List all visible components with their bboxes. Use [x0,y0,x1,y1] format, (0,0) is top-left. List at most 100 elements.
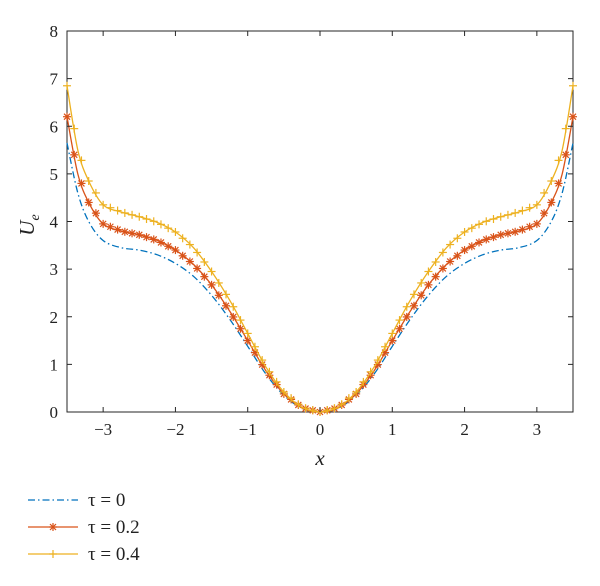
series-marker [496,230,505,239]
series-marker [243,336,252,345]
series-marker [207,267,216,276]
series-marker [207,280,216,289]
series-marker [417,291,426,300]
legend-label: τ = 0 [88,490,125,511]
series-marker [308,406,317,415]
series-marker [366,367,375,376]
series-marker [453,234,462,243]
series-marker [258,356,267,365]
series-marker [561,150,570,159]
x-tick-label: −2 [166,420,184,439]
plot-area [66,30,574,413]
series-marker [214,291,223,300]
series-marker [99,200,108,209]
series-marker [518,206,527,215]
series-marker [236,316,245,325]
series-marker [229,312,238,321]
series-marker [265,367,274,376]
series-marker [511,227,520,236]
svg-text:Ue: Ue [15,214,43,235]
series-marker [417,278,426,287]
series-marker [222,301,231,310]
series-marker [475,220,484,229]
series-marker [236,324,245,333]
series-marker [113,225,122,234]
x-tick-label: −1 [239,420,257,439]
series-marker [178,234,187,243]
series-marker [337,400,346,409]
series-marker [352,387,361,396]
series-marker [185,257,194,266]
series-marker [70,124,79,133]
series-marker [525,203,534,212]
series-marker [489,215,498,224]
series-marker [63,112,71,121]
series-marker [229,302,238,311]
series-marker [135,212,144,221]
series-marker [344,394,353,403]
series-marker [482,235,491,244]
series-marker [330,404,339,413]
series-marker [482,217,491,226]
series-marker [467,224,476,233]
series-marker [113,206,122,215]
series-marker [77,179,86,188]
series-marker [287,394,296,403]
series-marker [569,112,577,121]
series-marker [511,208,520,217]
series-marker [84,198,93,207]
series-marker [142,233,151,242]
series-marker [279,387,288,396]
series-marker [402,302,411,311]
series-marker [171,246,180,255]
x-tick-label: −3 [94,420,112,439]
y-tick-label: 7 [50,70,59,89]
series-marker [460,227,469,236]
series-marker [120,208,129,217]
series-marker [489,233,498,242]
series-marker [294,400,303,409]
series-marker [214,278,223,287]
series-marker [532,219,541,228]
series-marker [438,248,447,257]
series-marker [446,240,455,249]
series-marker [63,81,71,90]
series-marker [496,212,505,221]
legend-entry: τ = 0 [28,490,125,511]
series-marker [200,272,209,281]
series-marker [540,209,549,218]
series-marker [120,227,129,236]
series-marker [561,124,570,133]
series-marker [149,235,158,244]
series-marker [171,227,180,236]
series-marker [475,238,484,247]
plot-frame [66,30,574,413]
series-marker [503,229,512,238]
series-marker [77,156,86,165]
series-marker [272,377,281,386]
y-axis-label-group: Ue [15,214,43,235]
legend-marker [49,523,57,531]
series-marker [532,200,541,209]
y-tick-label: 1 [50,355,59,374]
series-marker [467,242,476,251]
series-layer [63,81,577,416]
series-marker [106,222,115,231]
series-marker [193,264,202,273]
y-tick-label: 8 [50,22,59,41]
y-axis-label: U [15,219,39,236]
series-marker [554,156,563,165]
series-marker [128,210,137,219]
x-axis-label: x [314,446,325,470]
series-marker [554,179,563,188]
series-marker [359,377,368,386]
series-marker [91,188,100,197]
series-marker [149,217,158,226]
series-marker [301,404,310,413]
series-marker [409,301,418,310]
series-marker [243,329,252,338]
series-marker [84,177,93,186]
series-marker [222,290,231,299]
series-marker [373,356,382,365]
